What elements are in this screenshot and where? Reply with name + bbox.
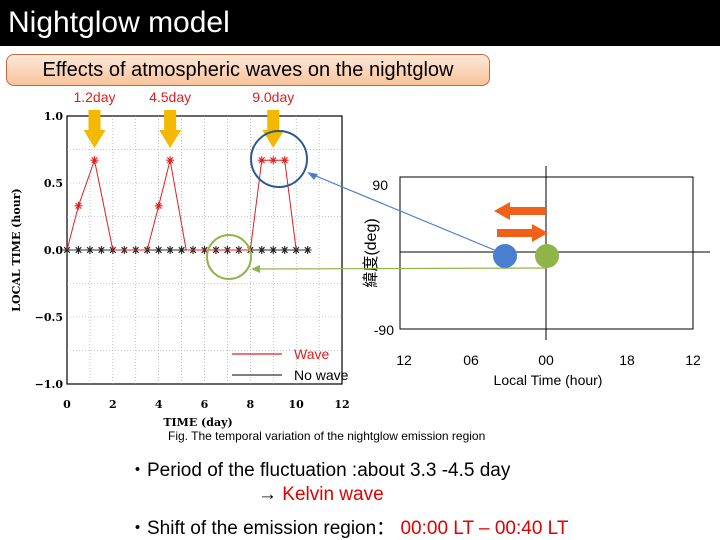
left-x-tick-label: 4 xyxy=(155,398,163,411)
series-nowave-point xyxy=(303,246,312,254)
arrow-symbol: → xyxy=(258,484,277,505)
series-nowave-point xyxy=(166,246,175,254)
day-arrows: 1.2day 4.5day 9.0day xyxy=(73,89,294,148)
left-x-tick-label: 8 xyxy=(247,398,255,411)
bullet-shift: ・Shift of the emission region： 00:00 LT … xyxy=(128,513,568,540)
subtitle-box: Effects of atmospheric waves on the nigh… xyxy=(6,54,490,86)
highlight-circle-green xyxy=(206,234,252,280)
day-arrow-shaft xyxy=(267,110,280,132)
series-wave-point xyxy=(280,156,289,165)
figure-canvas: 0 2 4 6 8 10 12 1.0 0.5 0.0 −0.5 −1.0 1.2day 4.5day 9… xyxy=(10,89,710,429)
series-nowave-point xyxy=(97,246,106,254)
shift-label: ・Shift of the emission region： xyxy=(128,518,396,539)
day-arrow-head xyxy=(83,130,106,148)
orange-arrow-head-bottom xyxy=(532,224,548,242)
right-x-tick-label: 12 xyxy=(685,352,701,368)
slide-subtitle: Effects of atmospheric waves on the nigh… xyxy=(42,59,454,81)
right-x-tick-label: 18 xyxy=(619,352,635,368)
series-nowave-point xyxy=(292,246,301,254)
connector-blue-head xyxy=(307,172,318,180)
figure-caption: Fig. The temporal variation of the night… xyxy=(168,429,486,443)
orange-arrow-head-top xyxy=(494,202,510,220)
kelvin-wave-text: Kelvin wave xyxy=(282,484,384,505)
bullet-kelvin: → Kelvin wave xyxy=(258,484,384,506)
shift-value: 00:00 LT – 00:40 LT xyxy=(400,518,569,539)
right-y-tick-bottom: -90 xyxy=(374,322,394,338)
day-annotation-label: 9.0day xyxy=(252,89,294,105)
left-y-axis-label: LOCAL TIME (hour) xyxy=(10,188,23,311)
orange-arrow-shaft-bottom xyxy=(497,229,534,237)
day-annotation-label: 1.2day xyxy=(73,89,115,105)
day-arrow-head xyxy=(262,130,285,148)
slide-title: Nightglow model xyxy=(8,6,230,39)
right-x-tick-label: 00 xyxy=(538,352,554,368)
series-wave-point xyxy=(90,156,99,165)
highlight-circle-blue xyxy=(250,130,308,188)
left-x-tick-label: 6 xyxy=(201,398,209,411)
right-y-axis-label: 緯度(deg) xyxy=(362,218,380,287)
left-y-tick-label: −0.5 xyxy=(35,311,63,324)
right-x-ticks: 12 06 00 18 12 xyxy=(396,352,701,368)
left-x-tick-label: 10 xyxy=(289,398,305,411)
series-wave-point xyxy=(269,156,278,165)
series-wave-point xyxy=(166,156,175,165)
connector-green xyxy=(254,267,548,270)
left-plot-grid xyxy=(67,116,342,384)
right-x-axis-label: Local Time (hour) xyxy=(494,372,603,388)
right-y-tick-top: 90 xyxy=(372,177,388,193)
legend-wave-label: Wave xyxy=(294,346,329,362)
connector-green-head xyxy=(251,265,260,273)
left-plot-ticks: 0 2 4 6 8 10 12 1.0 0.5 0.0 −0.5 −1.0 xyxy=(35,110,350,411)
series-wave-point xyxy=(74,201,83,210)
day-arrow-shaft xyxy=(88,110,101,132)
day-arrow-shaft xyxy=(164,110,177,132)
series-nowave-point xyxy=(177,246,186,254)
left-x-tick-label: 2 xyxy=(109,398,117,411)
left-x-axis-label: TIME (day) xyxy=(163,416,232,429)
left-x-tick-label: 0 xyxy=(63,398,71,411)
series-nowave-point xyxy=(257,246,266,254)
right-x-tick-label: 12 xyxy=(396,352,412,368)
series-nowave-point xyxy=(280,246,289,254)
left-y-tick-label: 0.5 xyxy=(44,177,63,190)
bullet-period: ・Period of the fluctuation :about 3.3 -4… xyxy=(128,460,511,481)
series-nowave-point xyxy=(154,246,163,254)
series-nowave-point xyxy=(269,246,278,254)
legend-nowave-label: No wave xyxy=(294,367,349,383)
left-plot-series xyxy=(63,156,312,254)
title-bar: Nightglow model xyxy=(0,0,720,46)
connector-blue xyxy=(310,173,505,255)
series-wave-point xyxy=(257,156,266,165)
series-nowave-point xyxy=(85,246,94,254)
left-y-tick-label: −1.0 xyxy=(35,378,64,391)
series-nowave-point xyxy=(74,246,83,254)
left-y-tick-label: 1.0 xyxy=(44,110,63,123)
left-x-tick-label: 12 xyxy=(334,398,349,411)
left-y-tick-label: 0.0 xyxy=(44,244,63,257)
point-wave xyxy=(493,244,517,268)
point-nowave xyxy=(535,244,559,268)
right-x-tick-label: 06 xyxy=(463,352,479,368)
day-annotation-label: 4.5day xyxy=(149,89,191,105)
orange-arrow-shaft-top xyxy=(508,207,545,215)
series-wave-point xyxy=(154,201,163,210)
day-arrow-head xyxy=(159,130,182,148)
shift-arrows xyxy=(494,202,548,242)
